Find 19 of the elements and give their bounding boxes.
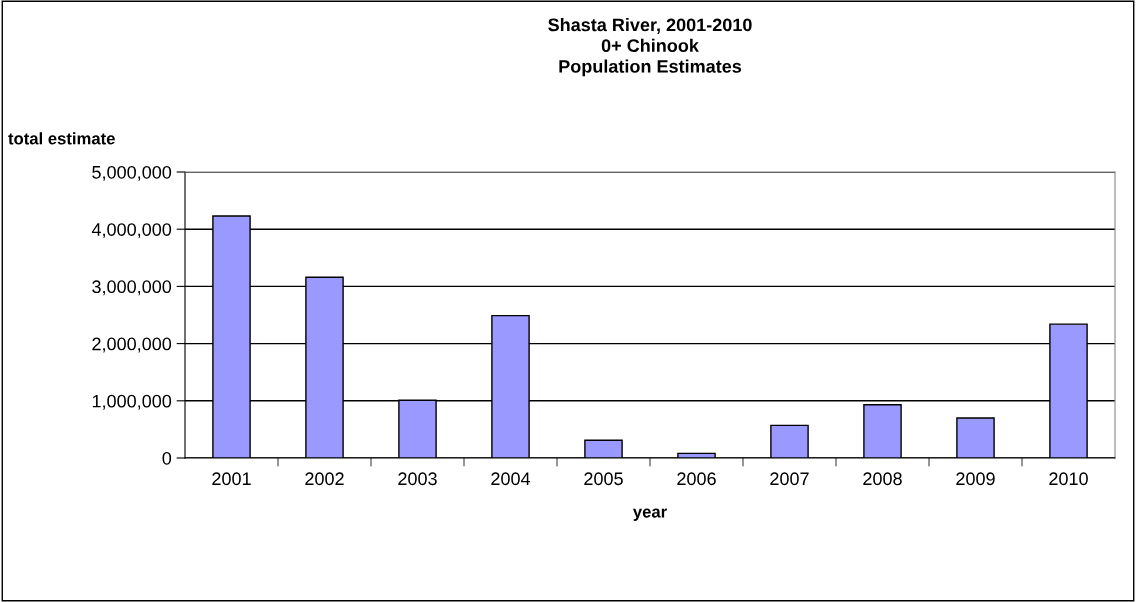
x-tick-label: 2006	[677, 472, 716, 486]
y-tick-label: 3,000,000	[92, 280, 172, 296]
y-tick-label: 5,000,000	[92, 165, 172, 181]
x-axis-title: year	[632, 508, 667, 521]
x-tick-label: 2001	[212, 472, 251, 486]
x-tick-label: 2002	[305, 472, 344, 486]
x-tick-label: 2008	[863, 472, 902, 486]
x-tick-label: 2004	[491, 472, 531, 486]
x-tick-label: 2007	[770, 472, 809, 486]
y-tick-label: 1,000,000	[92, 394, 172, 410]
y-tick-label: 2,000,000	[92, 337, 172, 353]
y-tick-label: 0	[162, 451, 172, 465]
chart-title: Shasta River, 2001-2010 0+ Chinook Population Estimates	[548, 18, 752, 77]
x-tick-label: 2003	[398, 472, 437, 486]
x-tick-label: 2010	[1049, 472, 1088, 486]
y-axis-title: total estimate	[8, 132, 115, 145]
x-tick-label: 2009	[956, 472, 995, 486]
x-tick-label: 2005	[584, 472, 623, 486]
y-tick-label: 4,000,000	[91, 223, 172, 239]
